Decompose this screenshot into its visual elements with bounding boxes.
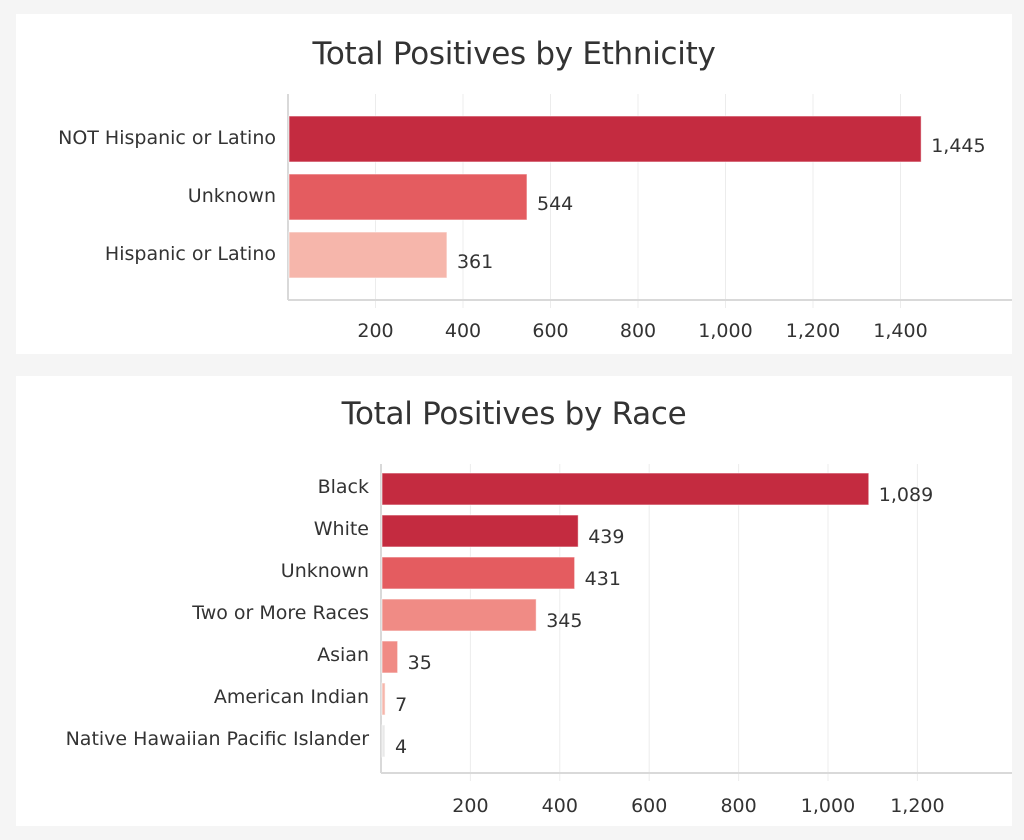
x-tick-label: 800 [720, 795, 756, 817]
category-label: Hispanic or Latino [105, 243, 276, 265]
value-label: 431 [585, 568, 621, 590]
category-label: Unknown [281, 560, 369, 582]
bar[interactable] [288, 173, 528, 221]
bar[interactable] [381, 640, 399, 674]
x-tick-label: 1,000 [698, 320, 752, 342]
x-tick-label: 600 [631, 795, 667, 817]
x-tick-label: 600 [532, 320, 568, 342]
x-tick-label: 200 [452, 795, 488, 817]
category-label: White [314, 518, 369, 540]
value-label: 7 [395, 694, 407, 716]
value-label: 4 [395, 736, 407, 758]
category-label: Black [318, 476, 369, 498]
category-label: Asian [317, 644, 369, 666]
bar[interactable] [381, 598, 537, 632]
x-tick-label: 1,200 [890, 795, 944, 817]
x-tick-label: 1,000 [801, 795, 855, 817]
value-label: 439 [588, 526, 624, 548]
value-label: 544 [537, 193, 573, 215]
x-tick-label: 200 [357, 320, 393, 342]
bar[interactable] [288, 231, 448, 279]
category-label: Native Hawaiian Pacific Islander [66, 728, 370, 750]
bar[interactable] [381, 472, 870, 506]
x-tick-label: 400 [445, 320, 481, 342]
category-label: Unknown [188, 185, 276, 207]
category-label: American Indian [214, 686, 369, 708]
x-tick-label: 1,200 [786, 320, 840, 342]
bar[interactable] [288, 115, 922, 163]
bar[interactable] [381, 514, 579, 548]
value-label: 1,445 [931, 135, 985, 157]
category-label: NOT Hispanic or Latino [58, 127, 276, 149]
x-tick-label: 800 [620, 320, 656, 342]
x-tick-label: 1,400 [873, 320, 927, 342]
race-chart-card: Total Positives by Race [16, 376, 1012, 826]
bar[interactable] [381, 556, 576, 590]
value-label: 35 [408, 652, 432, 674]
value-label: 345 [546, 610, 582, 632]
bar[interactable] [381, 724, 386, 758]
category-label: Two or More Races [191, 602, 369, 624]
chart-title: Total Positives by Ethnicity [312, 36, 716, 72]
value-label: 361 [457, 251, 493, 273]
chart-title: Total Positives by Race [341, 396, 687, 432]
x-tick-label: 400 [542, 795, 578, 817]
value-label: 1,089 [879, 484, 933, 506]
bar[interactable] [381, 682, 386, 716]
